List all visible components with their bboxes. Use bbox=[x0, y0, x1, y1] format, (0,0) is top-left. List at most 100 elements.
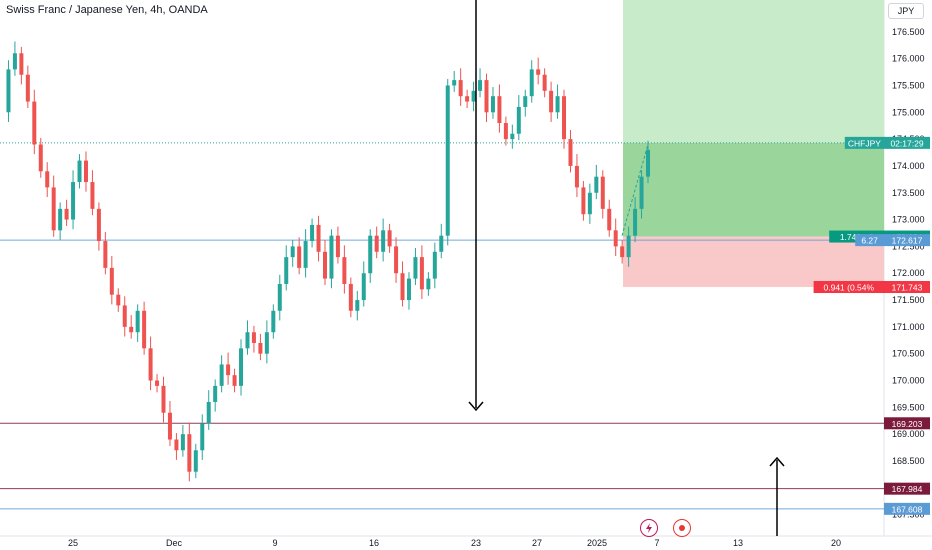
x-tick-label: 9 bbox=[272, 538, 277, 548]
candle-body bbox=[555, 96, 560, 113]
x-tick-label: 20 bbox=[831, 538, 841, 548]
candle-body bbox=[503, 123, 508, 140]
candle-body bbox=[516, 106, 521, 134]
candle-body bbox=[284, 257, 289, 284]
candle-body bbox=[135, 310, 140, 333]
candle-body bbox=[549, 90, 554, 113]
candle-body bbox=[381, 230, 386, 252]
candle-body bbox=[174, 439, 179, 451]
candle-body bbox=[213, 385, 218, 402]
candle-body bbox=[529, 69, 534, 97]
candle-body bbox=[400, 273, 405, 301]
price-label-group: 169.203 bbox=[884, 417, 930, 430]
profit-zone-upper bbox=[623, 0, 884, 143]
y-tick-label: 174.000 bbox=[892, 161, 925, 171]
candles bbox=[6, 41, 650, 482]
y-tick-label: 171.000 bbox=[892, 322, 925, 332]
price-tag bbox=[884, 417, 930, 430]
down-arrow-head bbox=[468, 401, 484, 412]
candle-body bbox=[484, 80, 489, 113]
candle-body bbox=[413, 257, 418, 279]
candle-body bbox=[348, 283, 353, 311]
y-tick-label: 169.000 bbox=[892, 429, 925, 439]
candle-body bbox=[452, 80, 457, 86]
candle-body bbox=[568, 139, 573, 166]
candle-body bbox=[471, 90, 476, 102]
up-arrow-head bbox=[769, 456, 785, 467]
candle-body bbox=[232, 375, 237, 386]
price-tag-label: 0.941 (0.54% bbox=[824, 283, 875, 293]
candle-body bbox=[122, 305, 127, 327]
candle-body bbox=[109, 267, 114, 295]
candle-body bbox=[58, 208, 63, 231]
currency-button[interactable]: JPY bbox=[888, 3, 924, 19]
price-label-group: 171.743 0.941 (0.54% bbox=[813, 281, 930, 294]
candle-body bbox=[490, 96, 495, 113]
candle-body bbox=[542, 74, 547, 91]
candle-body bbox=[497, 96, 502, 124]
price-tag-label: CHFJPY bbox=[848, 138, 881, 148]
candle-body bbox=[458, 80, 463, 97]
candle-body bbox=[303, 241, 308, 268]
price-tag-value: 167.984 bbox=[892, 484, 923, 494]
price-tag bbox=[884, 482, 930, 495]
y-tick-label: 173.500 bbox=[892, 188, 925, 198]
candle-body bbox=[361, 273, 366, 301]
record-icon[interactable] bbox=[673, 519, 691, 537]
candle-body bbox=[19, 53, 24, 75]
candle-body bbox=[574, 165, 579, 188]
candle-body bbox=[594, 176, 599, 193]
x-tick-label: 25 bbox=[68, 538, 78, 548]
y-tick-label: 175.500 bbox=[892, 80, 925, 90]
candle-body bbox=[96, 208, 101, 242]
candle-body bbox=[620, 246, 625, 258]
y-tick-label: 169.500 bbox=[892, 402, 925, 412]
candle-body bbox=[374, 235, 379, 252]
candle-body bbox=[167, 412, 172, 440]
candle-body bbox=[116, 294, 121, 306]
y-tick-label: 176.000 bbox=[892, 54, 925, 64]
x-tick-label: 16 bbox=[369, 538, 379, 548]
candle-body bbox=[329, 235, 334, 279]
y-tick-label: 176.500 bbox=[892, 27, 925, 37]
loss-zone bbox=[623, 236, 884, 288]
price-tag-value: 167.608 bbox=[892, 504, 923, 514]
candle-body bbox=[426, 278, 431, 290]
candle-body bbox=[607, 208, 612, 231]
candle-body bbox=[271, 310, 276, 333]
candle-body bbox=[142, 310, 147, 349]
projection-line bbox=[621, 144, 649, 236]
candle-body bbox=[277, 283, 282, 311]
candle-body bbox=[206, 401, 211, 424]
candle-body bbox=[600, 176, 605, 209]
y-tick-label: 172.500 bbox=[892, 241, 925, 251]
price-tag-label: 6.27 bbox=[861, 236, 878, 246]
candle-body bbox=[290, 246, 295, 258]
price-label-group: 167.608 bbox=[884, 502, 930, 515]
price-label-group: 172.617 6.27 bbox=[855, 234, 930, 247]
y-tick-label: 175.000 bbox=[892, 107, 925, 117]
lightning-icon[interactable] bbox=[640, 519, 658, 537]
candle-body bbox=[193, 450, 198, 472]
candle-body bbox=[478, 80, 483, 91]
candle-body bbox=[439, 235, 444, 252]
candle-body bbox=[394, 246, 399, 274]
candle-body bbox=[12, 53, 17, 70]
candle-body bbox=[355, 300, 360, 311]
candle-body bbox=[77, 160, 82, 183]
candle-body bbox=[103, 241, 108, 268]
y-tick-label: 170.500 bbox=[892, 349, 925, 359]
candle-body bbox=[646, 149, 650, 177]
candle-body bbox=[510, 133, 515, 140]
x-tick-label: 7 bbox=[654, 538, 659, 548]
candle-body bbox=[38, 144, 43, 172]
candle-body bbox=[180, 434, 185, 451]
candle-body bbox=[83, 160, 88, 183]
candle-body bbox=[387, 230, 392, 247]
x-tick-label: 2025 bbox=[587, 538, 607, 548]
candle-body bbox=[129, 326, 134, 333]
profit-zone-filled bbox=[623, 142, 884, 237]
x-tick-label: 23 bbox=[471, 538, 481, 548]
candle-body bbox=[245, 332, 250, 349]
